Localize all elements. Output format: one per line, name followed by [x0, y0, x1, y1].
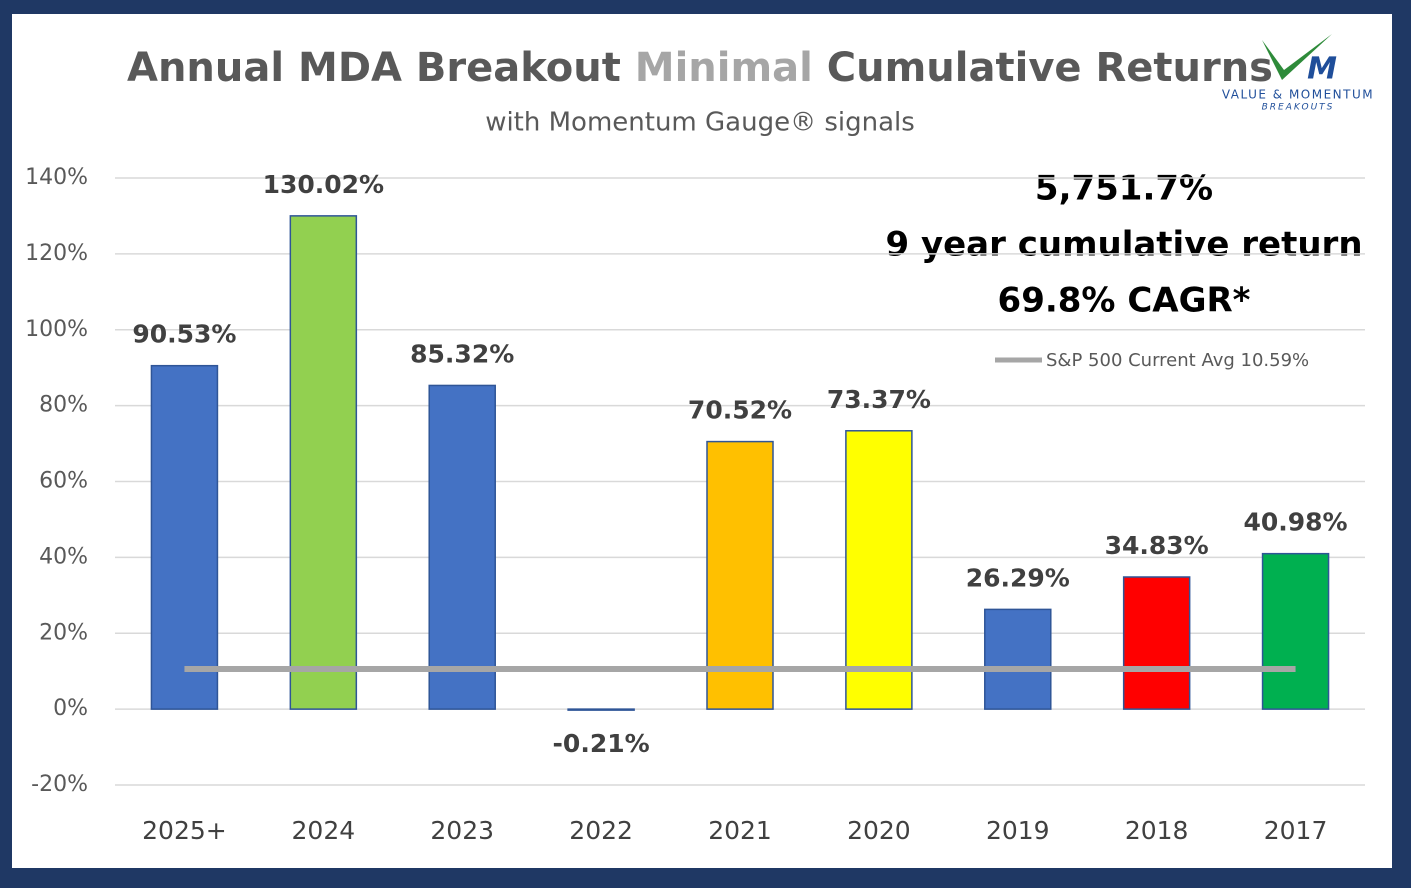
y-tick-label: -20%: [31, 772, 88, 797]
x-tick-label: 2022: [569, 816, 633, 845]
bar: [567, 708, 635, 711]
title-part: Annual MDA Breakout: [127, 45, 635, 91]
bar: [706, 440, 774, 710]
bar: [1261, 552, 1330, 710]
bar: [428, 384, 496, 710]
logo: M VALUE & MOMENTUM BREAKOUTS: [1222, 34, 1374, 113]
x-tick-label: 2019: [986, 816, 1050, 845]
y-tick-label: 20%: [39, 620, 88, 645]
logo-check: [1262, 34, 1332, 80]
title-part: Cumulative Returns: [827, 45, 1273, 91]
bar: [845, 430, 913, 710]
data-label: 40.98%: [1243, 508, 1347, 537]
data-label: 26.29%: [966, 563, 1070, 592]
y-tick-label: 40%: [39, 544, 88, 569]
bar: [150, 364, 219, 710]
plot-background: [12, 14, 1392, 868]
logo-tagline: BREAKOUTS: [1262, 103, 1335, 113]
data-label: -0.21%: [553, 729, 650, 758]
annotation: 5,751.7%: [1035, 169, 1213, 209]
x-tick-label: 2018: [1125, 816, 1189, 845]
annotation: 9 year cumulative return: [885, 225, 1362, 265]
y-tick-label: 140%: [25, 165, 88, 190]
data-label: 130.02%: [263, 170, 385, 199]
bar: [1122, 576, 1191, 710]
legend-label: S&P 500 Current Avg 10.59%: [1046, 350, 1309, 371]
data-label: 90.53%: [132, 320, 236, 349]
bar: [984, 608, 1052, 710]
data-label: 85.32%: [410, 339, 514, 368]
bar: [289, 215, 358, 710]
y-tick-label: 60%: [39, 469, 88, 494]
chart-title: Annual MDA Breakout Minimal Cumulative R…: [127, 45, 1273, 91]
data-label: 34.83%: [1105, 531, 1209, 560]
x-tick-label: 2017: [1264, 816, 1328, 845]
annotation: 69.8% CAGR*: [998, 281, 1251, 321]
title-part: Minimal: [635, 45, 827, 91]
data-label: 73.37%: [827, 385, 931, 414]
x-tick-label: 2020: [847, 816, 911, 845]
y-tick-label: 0%: [53, 696, 88, 721]
x-tick-label: 2021: [708, 816, 772, 845]
logo-letter: M: [1307, 52, 1337, 87]
data-label: 70.52%: [688, 396, 792, 425]
y-tick-label: 80%: [39, 393, 88, 418]
x-tick-label: 2023: [430, 816, 494, 845]
y-tick-label: 120%: [25, 241, 88, 266]
x-tick-label: 2024: [292, 816, 356, 845]
x-tick-label: 2025+: [142, 816, 227, 845]
y-tick-label: 100%: [25, 317, 88, 342]
chart-subtitle: with Momentum Gauge® signals: [485, 108, 915, 138]
logo-name: VALUE & MOMENTUM: [1222, 88, 1374, 102]
